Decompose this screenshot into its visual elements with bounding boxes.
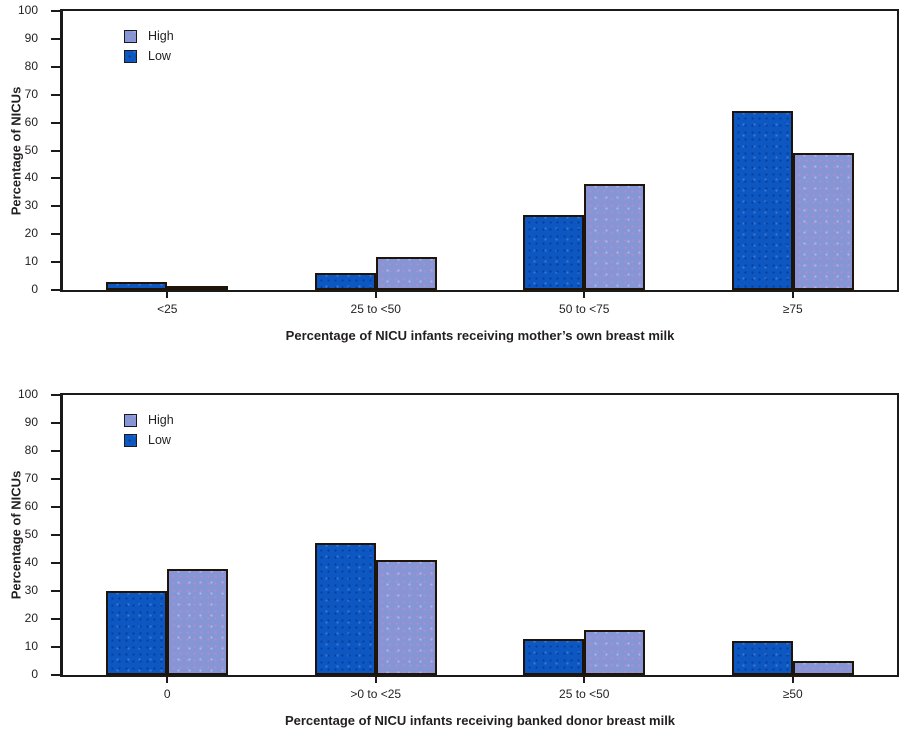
legend-label-low: Low [148,433,171,447]
bar-high-2 [375,257,437,290]
x-axis-title: Percentage of NICU infants receiving ban… [284,713,676,728]
bar-high-3 [584,184,646,290]
y-tick-label: 30 [24,583,38,597]
legend-item-high: High [124,30,174,43]
x-axis-tick [583,290,586,298]
legend-item-low: Low [124,434,174,447]
legend-label-low: Low [148,49,171,63]
y-axis-tick [51,478,60,480]
y-axis-tick [51,674,60,676]
x-tick-label: ≥75 [782,302,803,316]
y-tick-label: 70 [24,86,38,101]
bar-high-1 [167,286,229,290]
y-axis-tick [51,10,60,12]
legend-swatch-high-icon [124,414,137,427]
y-axis-tick [51,261,60,264]
bar-low-4 [731,111,793,290]
y-tick-label: 50 [24,142,38,157]
y-tick-label: 10 [24,254,38,269]
y-tick-label: 40 [24,170,38,185]
y-axis-tick [51,506,60,508]
x-axis-tick [583,675,586,683]
bar-high-4 [792,661,854,675]
x-tick-label: 25 to <50 [559,687,610,701]
plot-area: High Low [60,393,899,677]
y-axis-tick [51,590,60,592]
y-tick-label: 60 [24,114,38,129]
x-axis-tick [166,675,169,683]
y-tick-label: 10 [24,639,38,653]
y-axis-tick [51,289,60,291]
y-axis-tick [51,177,60,180]
y-tick-label: 80 [24,443,38,457]
bar-high-1 [167,569,229,675]
legend-swatch-low-icon [124,434,137,447]
legend-item-high: High [124,414,174,427]
x-axis-tick [791,290,794,298]
y-tick-label: 60 [24,499,38,513]
y-axis-tick [51,422,60,424]
legend-item-low: Low [124,50,174,63]
y-axis-tick [51,562,60,564]
x-tick-label: 50 to <75 [559,302,610,316]
x-tick-label: 0 [163,687,171,701]
y-tick-label: 0 [31,282,38,296]
x-tick-label: <25 [157,302,178,316]
x-tick-label: 25 to <50 [350,302,401,316]
x-axis-tick [374,675,377,683]
y-axis-tick [51,233,60,236]
legend-label-high: High [148,29,174,43]
bar-low-2 [314,543,376,675]
legend-swatch-low-icon [124,50,137,63]
y-axis-tick [51,534,60,536]
x-axis-tick [374,290,377,298]
y-axis-tick [51,37,60,40]
x-axis-tick [166,290,169,298]
y-tick-label: 40 [24,555,38,569]
plot-area: High Low [60,9,899,292]
y-axis-tick [51,121,60,124]
bar-low-1 [106,591,168,675]
y-axis-tick [51,618,60,620]
y-tick-label: 100 [17,387,38,401]
bar-low-3 [523,639,585,675]
y-axis-tick [51,394,60,396]
y-tick-label: 0 [31,667,38,681]
bar-low-1 [106,282,168,290]
bar-high-4 [792,153,854,290]
legend: High Low [124,30,174,70]
x-axis-tick [791,675,794,683]
legend-label-high: High [148,413,174,427]
y-tick-label: 20 [24,226,38,241]
y-axis-tick [51,149,60,152]
y-tick-label: 90 [24,415,38,429]
bar-high-3 [584,630,646,675]
bar-low-3 [523,215,585,290]
y-tick-label: 100 [17,3,38,17]
y-axis-title: Percentage of NICUs [8,86,24,215]
bar-low-2 [314,273,376,290]
y-axis-tick [51,205,60,208]
y-tick-label: 70 [24,471,38,485]
x-axis-title: Percentage of NICU infants receiving mot… [285,328,675,343]
legend: High Low [124,414,174,454]
y-axis-tick [51,450,60,452]
y-tick-label: 90 [24,30,38,45]
y-axis-tick [51,65,60,68]
bar-high-2 [375,560,437,675]
y-axis-title: Percentage of NICUs [8,470,24,600]
x-tick-label: >0 to <25 [350,687,402,701]
y-axis-tick [51,93,60,96]
bar-low-4 [731,641,793,675]
y-tick-label: 80 [24,58,38,73]
y-tick-label: 30 [24,198,38,213]
y-tick-label: 20 [24,611,38,625]
y-tick-label: 50 [24,527,38,541]
legend-swatch-high-icon [124,30,137,43]
x-tick-label: ≥50 [782,687,803,701]
y-axis-tick [51,646,60,648]
